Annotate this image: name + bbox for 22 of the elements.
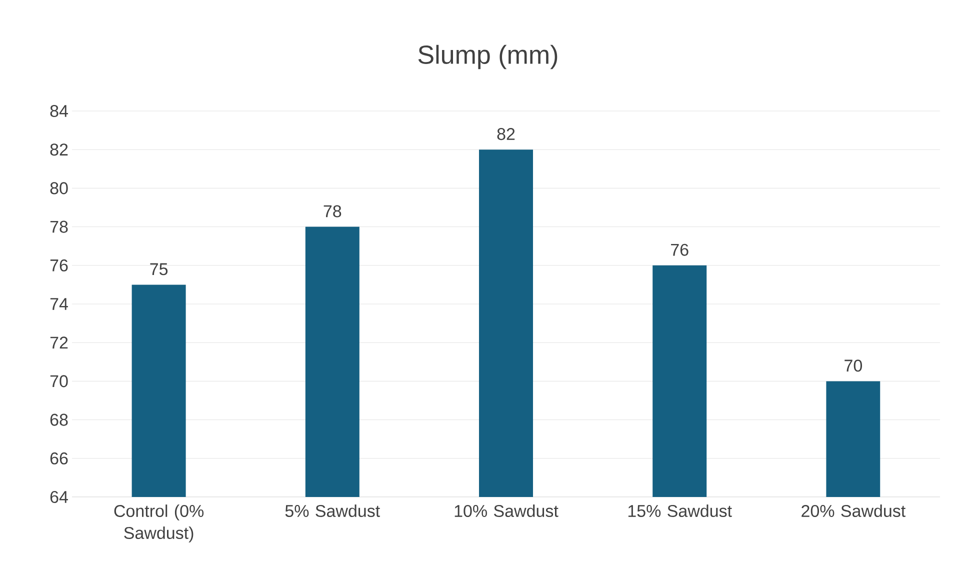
data-label: 76 <box>671 244 688 256</box>
data-label: 82 <box>497 128 515 140</box>
y-tick-label: 66 <box>50 452 68 464</box>
chart-title: Slump (mm) <box>418 44 558 70</box>
x-tick-label: Control (0% Sawdust) <box>114 504 204 542</box>
y-tick-label: 72 <box>50 336 68 349</box>
data-label: 78 <box>324 205 342 218</box>
x-tick-label: 15% Sawdust <box>628 504 732 518</box>
data-label: 75 <box>150 263 168 276</box>
y-tick-label: 84 <box>50 104 68 118</box>
data-label: 70 <box>844 360 862 372</box>
y-tick-label: 68 <box>50 414 68 426</box>
y-tick-label: 64 <box>50 490 68 504</box>
x-tick-label: 10% Sawdust <box>454 504 558 518</box>
y-tick-label: 78 <box>50 220 68 233</box>
y-tick-label: 70 <box>50 375 68 388</box>
y-tick-label: 80 <box>50 182 68 194</box>
y-tick-label: 74 <box>50 298 68 310</box>
x-tick-label: 5% Sawdust <box>285 504 380 518</box>
y-tick-label: 76 <box>50 259 68 272</box>
x-tick-label: 20% Sawdust <box>802 504 906 518</box>
y-tick-label: 82 <box>50 144 68 156</box>
